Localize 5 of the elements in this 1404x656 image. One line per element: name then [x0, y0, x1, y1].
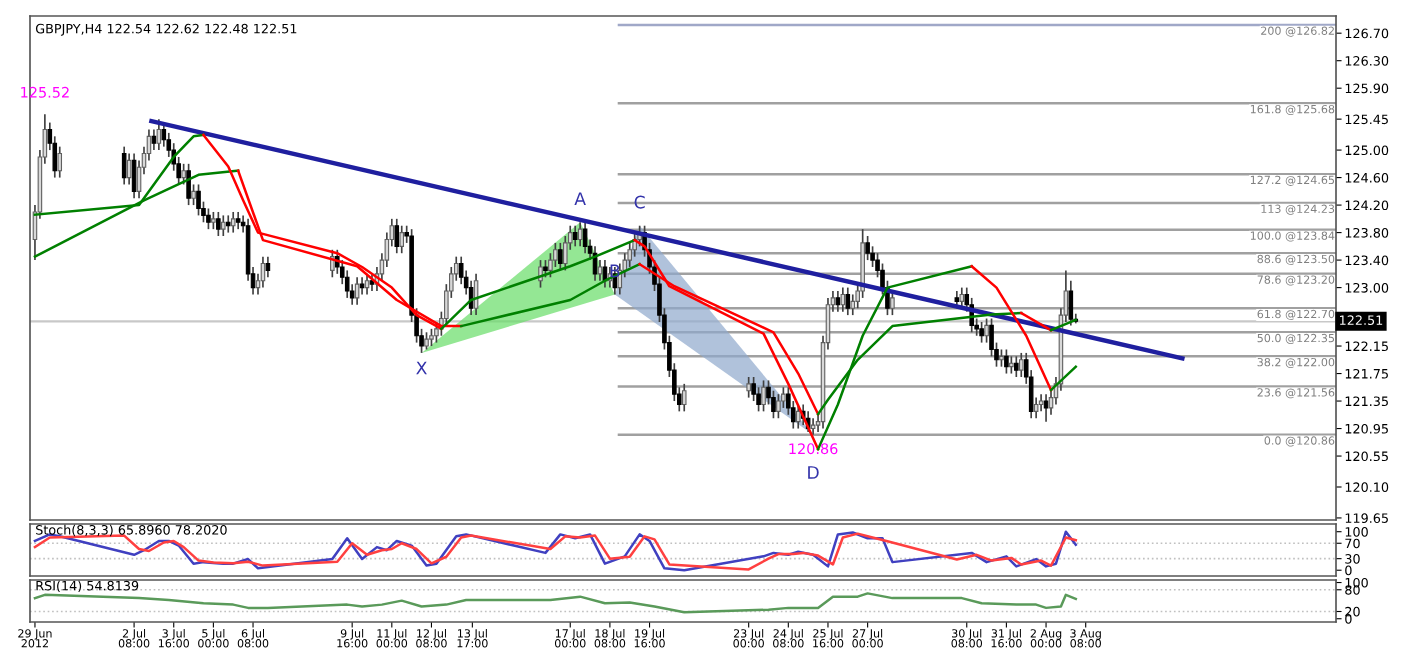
annotation: B	[610, 264, 620, 278]
annotation: D	[808, 466, 819, 479]
annotation: X	[416, 361, 427, 375]
annotation: C	[634, 195, 645, 209]
annotation: A	[574, 192, 586, 205]
